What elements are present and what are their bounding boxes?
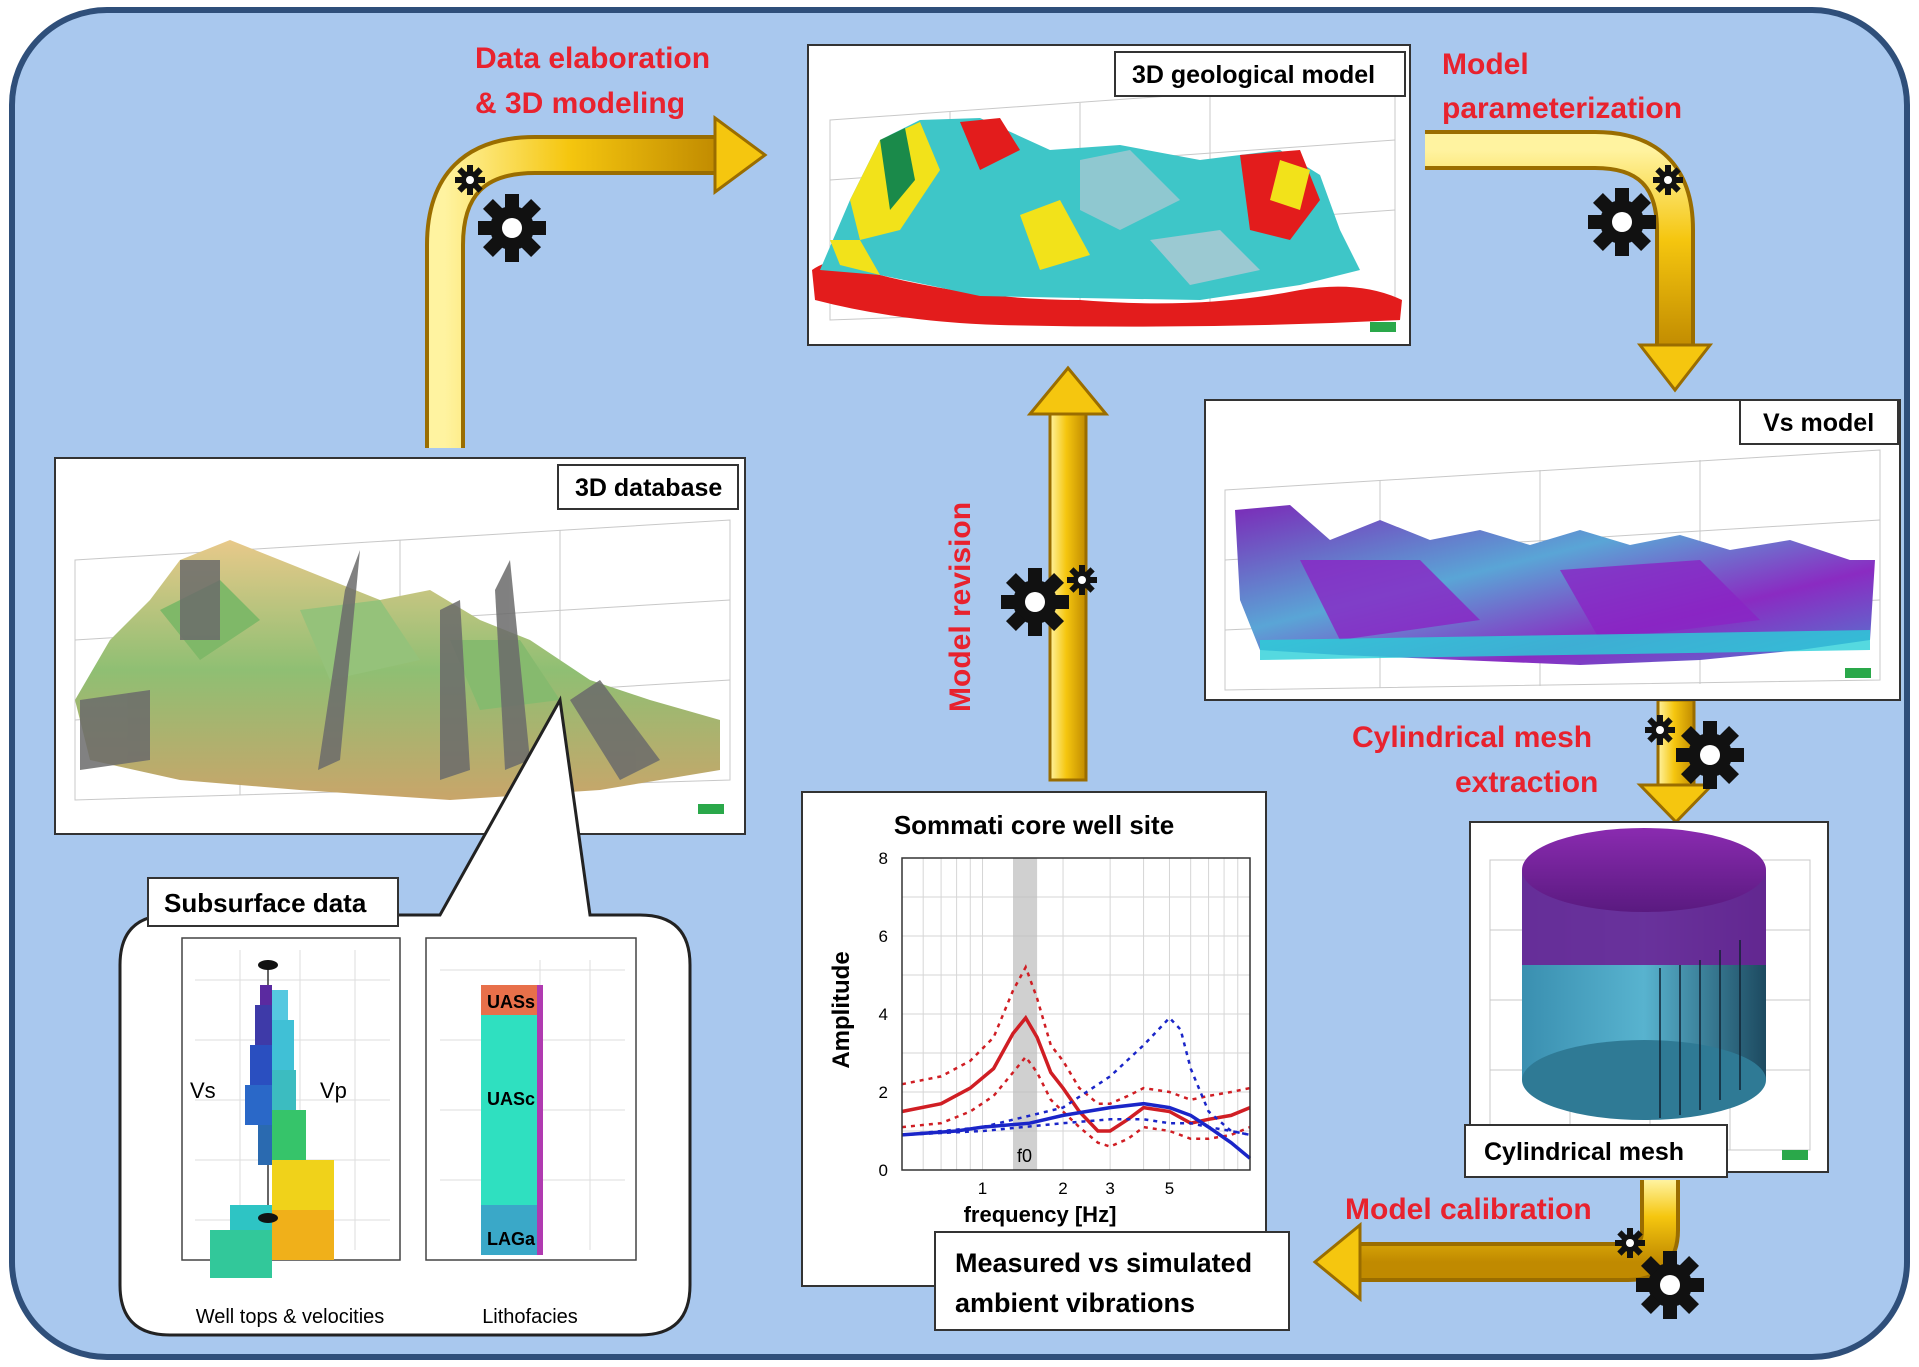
series-line-2 — [901, 964, 1251, 1105]
database-panel: 3D database — [54, 457, 746, 835]
f0-label: f0 — [1017, 1146, 1032, 1166]
measured-vs-simulated-box: Measured vs simulated ambient vibrations — [934, 1231, 1290, 1331]
chart-title: Sommati core well site — [894, 810, 1174, 840]
arrow-mesh-to-measured — [1312, 1180, 1680, 1303]
gear-icon — [478, 194, 546, 262]
x-axis-label: frequency [Hz] — [964, 1202, 1117, 1227]
series-line-6 — [901, 1118, 1251, 1137]
svg-text:Model: Model — [1442, 48, 1529, 81]
vs-model-panel: Vs model — [1204, 399, 1901, 701]
svg-text:Measured vs simulated: Measured vs simulated — [955, 1248, 1252, 1278]
arrow-geomodel-to-vsmodel — [1425, 130, 1714, 393]
y-tick-label: 2 — [879, 1083, 888, 1102]
litho-caption: Lithofacies — [482, 1306, 578, 1328]
subsurface-title: Subsurface data — [164, 888, 367, 918]
gear-icon — [1588, 188, 1656, 256]
plot-area-frame — [901, 857, 1251, 1171]
vp-label: Vp — [320, 1078, 347, 1103]
x-tick-label: 5 — [1165, 1179, 1174, 1198]
cylindrical-mesh-panel: Cylindrical mesh — [1464, 821, 1829, 1178]
x-tick-label: 1 — [978, 1179, 987, 1198]
facies-uass: UASs — [487, 992, 535, 1012]
svg-text:& 3D modeling: & 3D modeling — [475, 87, 685, 120]
step-data-elaboration: Data elaboration & 3D modeling — [475, 42, 710, 120]
series-line-5 — [901, 1016, 1251, 1137]
gear-icon — [1676, 721, 1744, 789]
geological-model-panel: 3D geological model — [807, 44, 1411, 346]
gear-icon — [1636, 1251, 1704, 1319]
step-model-calibration: Model calibration — [1345, 1193, 1592, 1226]
y-tick-label: 8 — [879, 849, 888, 868]
y-tick-label: 4 — [879, 1005, 888, 1024]
svg-text:ambient vibrations: ambient vibrations — [955, 1288, 1195, 1318]
database-title: 3D database — [575, 474, 722, 502]
facies-laga: LAGa — [487, 1229, 536, 1249]
step-cylindrical-mesh-extraction: Cylindrical mesh extraction — [1352, 721, 1598, 799]
x-tick-label: 2 — [1058, 1179, 1067, 1198]
well-velocity-plot: Vs Vp — [181, 937, 401, 1278]
chart-ticks: 0 2 4 6 8 1 2 3 5 — [879, 849, 1175, 1198]
svg-text:extraction: extraction — [1455, 766, 1598, 799]
series-line-4 — [901, 1101, 1252, 1160]
geological-model-title: 3D geological model — [1132, 61, 1375, 89]
facies-uasc: UASc — [487, 1089, 535, 1109]
step-model-revision: Model revision — [944, 502, 977, 712]
y-axis-label: Amplitude — [828, 951, 855, 1068]
svg-text:parameterization: parameterization — [1442, 92, 1682, 125]
gear-icon — [1067, 565, 1097, 595]
gear-icon — [1001, 568, 1069, 636]
svg-text:Cylindrical mesh: Cylindrical mesh — [1352, 721, 1592, 754]
cylindrical-mesh-title: Cylindrical mesh — [1484, 1138, 1684, 1166]
gear-icon — [1645, 715, 1675, 745]
f0-band — [1012, 858, 1038, 1170]
chart-panel: Sommati core well site f0 0 2 4 6 8 1 2 3 5 Ampl… — [801, 791, 1267, 1287]
vs-model-title: Vs model — [1763, 409, 1874, 437]
y-tick-label: 6 — [879, 927, 888, 946]
well-caption: Well tops & velocities — [196, 1306, 385, 1328]
gear-icon — [1653, 165, 1683, 195]
gear-icon — [455, 165, 485, 195]
y-tick-label: 0 — [879, 1161, 888, 1180]
lithofacies-plot: UASs UASc LAGa — [425, 937, 637, 1261]
x-tick-label: 3 — [1105, 1179, 1114, 1198]
vs-label: Vs — [190, 1078, 216, 1103]
series-line-3 — [901, 1054, 1251, 1148]
svg-text:Data elaboration: Data elaboration — [475, 42, 710, 75]
gear-icon — [1615, 1228, 1645, 1258]
subsurface-callout: Subsurface data Vs — [118, 695, 692, 1337]
chart-series — [901, 964, 1252, 1160]
step-model-parameterization: Model parameterization — [1442, 48, 1682, 125]
